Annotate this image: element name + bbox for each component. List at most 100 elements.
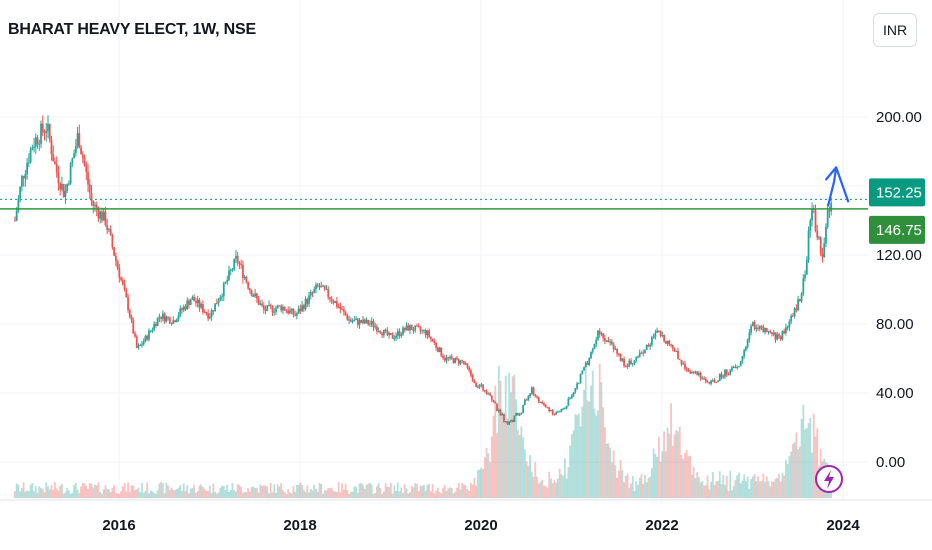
candle-body	[586, 362, 589, 365]
volume-bar	[814, 436, 817, 498]
volume-bar	[182, 483, 185, 498]
candle-body	[454, 357, 457, 364]
volume-bar	[685, 450, 688, 498]
candle-body	[43, 131, 46, 134]
volume-bar	[424, 490, 427, 498]
currency-button[interactable]: INR	[873, 13, 917, 47]
volume-bar	[710, 481, 712, 498]
volume-bar	[283, 491, 286, 498]
volume-bar	[748, 488, 751, 498]
volume-bar	[47, 486, 49, 498]
volume-bar	[389, 482, 392, 498]
volume-bar	[262, 485, 265, 498]
candle-body	[543, 403, 545, 406]
candle-body	[47, 123, 49, 131]
annotations[interactable]	[825, 166, 850, 207]
candle-body	[569, 398, 572, 400]
candle-body	[786, 327, 789, 329]
lightning-badge[interactable]	[815, 465, 843, 493]
candle-body	[550, 409, 552, 412]
candle-body	[141, 344, 143, 346]
volume-bar	[188, 493, 190, 498]
volume-bar	[94, 484, 96, 498]
candle-body	[684, 363, 686, 369]
candle-body	[139, 344, 142, 346]
volume-bar	[238, 484, 241, 498]
candle-body	[811, 208, 813, 221]
volume-bar	[755, 481, 758, 498]
volume-bar	[403, 484, 406, 498]
candle-body	[680, 359, 683, 365]
candle-body	[26, 163, 29, 174]
candle-body	[92, 200, 95, 206]
candle-body	[638, 352, 641, 357]
candle-body	[212, 310, 215, 312]
volume-bar	[560, 474, 563, 498]
candle-body	[537, 397, 540, 403]
candle-body	[482, 384, 484, 391]
candle-body	[214, 303, 216, 312]
candle-body	[480, 384, 483, 386]
volume-bar	[302, 489, 305, 498]
candle-body	[362, 319, 364, 323]
candle-body	[73, 153, 75, 159]
volume-bar	[67, 490, 70, 498]
volume-bar	[50, 485, 53, 498]
volume-bar	[558, 468, 561, 498]
volume-bar	[154, 493, 157, 498]
candle-body	[710, 380, 712, 384]
candle-body	[713, 380, 716, 382]
volume-bar	[466, 489, 469, 498]
candle-body	[685, 368, 688, 370]
volume-bar	[536, 476, 538, 498]
candle-body	[616, 349, 618, 354]
volume-bar	[442, 487, 444, 498]
volume-bar	[708, 489, 711, 498]
candle-body	[125, 289, 128, 298]
candle-body	[489, 393, 491, 396]
volume-bar	[342, 489, 345, 498]
candle-body	[97, 209, 100, 219]
candle-body	[255, 293, 258, 299]
volume-bar	[605, 443, 608, 498]
volume-bar	[233, 490, 236, 498]
volume-bar	[664, 451, 667, 498]
volume-bar	[616, 477, 618, 498]
volume-bar	[804, 429, 806, 498]
volume-bar	[116, 493, 119, 498]
arrow-annotation[interactable]	[827, 166, 850, 207]
candle-body	[530, 387, 533, 394]
candle-body	[318, 285, 321, 288]
volume-bar	[66, 488, 69, 498]
candle-body	[631, 363, 634, 365]
candle-body	[198, 299, 201, 308]
candle-body	[83, 158, 86, 166]
candle-body	[231, 269, 234, 271]
candle-body	[703, 378, 706, 380]
volume-bar	[400, 487, 403, 498]
volume-bar	[555, 482, 558, 498]
candle-body	[466, 363, 469, 368]
volume-bar	[186, 485, 189, 498]
candle-body	[739, 361, 742, 367]
candle-body	[544, 405, 547, 408]
candle-body	[400, 334, 403, 336]
candle-body	[101, 211, 103, 221]
candle-body	[113, 247, 116, 256]
candle-body	[257, 298, 260, 305]
candle-body	[370, 320, 373, 324]
candle-body	[215, 303, 218, 305]
volume-bar	[781, 472, 784, 498]
volume-bar	[527, 465, 530, 498]
candle-body	[778, 334, 780, 337]
volume-bar	[450, 487, 453, 498]
candle-body	[668, 340, 671, 345]
candle-body	[106, 225, 109, 230]
candle-body	[421, 330, 424, 332]
volume-bar	[247, 488, 250, 498]
volume-bar	[335, 491, 338, 498]
volume-bar	[452, 493, 455, 498]
volume-bar	[210, 492, 213, 498]
candle-body	[804, 274, 806, 279]
